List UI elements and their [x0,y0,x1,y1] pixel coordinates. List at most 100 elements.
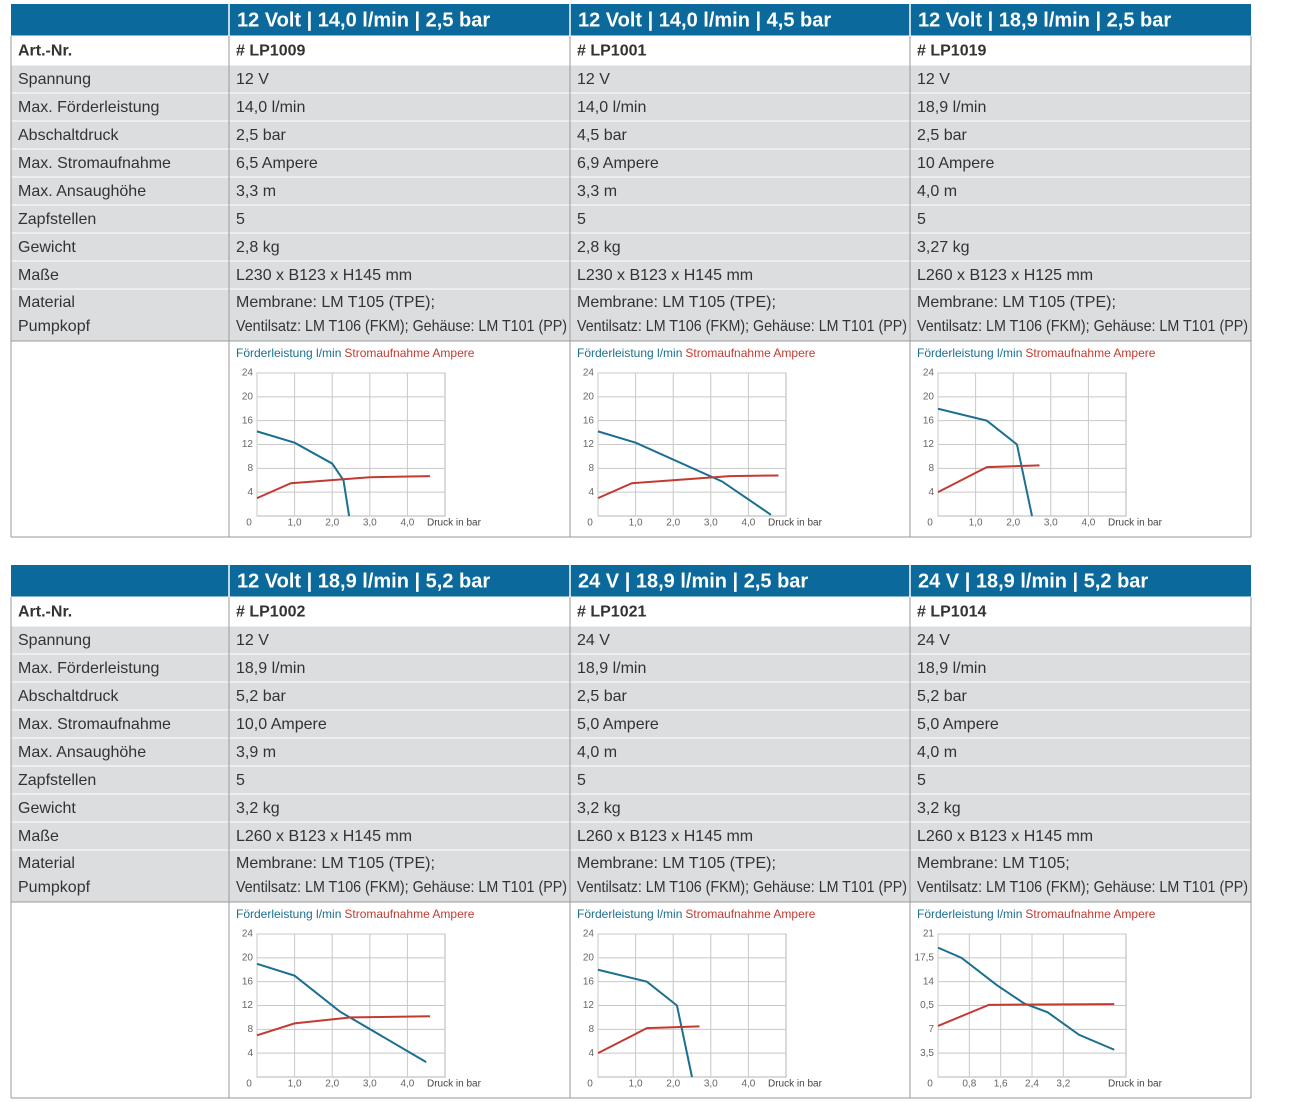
series-line [597,1025,700,1055]
cell-text: 18,9 l/min [236,660,305,677]
row-bg [10,821,1252,851]
cell-text: Membrane: LM T105 (TPE); [236,294,435,311]
legend-label: Förderleistung l/min [577,346,682,360]
legend-label: Förderleistung l/min [236,907,341,921]
column-header: 12 Volt | 14,0 l/min | 4,5 bar [578,9,831,31]
y-tick-label: 8 [247,1024,253,1035]
row-label: Spannung [18,632,91,649]
row-label: Max. Stromaufnahme [18,155,171,172]
cell-text: Membrane: LM T105 (TPE); [917,294,1116,311]
y-tick-label: 12 [242,1000,254,1011]
y-tick-label: 20 [242,952,254,963]
y-tick-label: 8 [588,1024,594,1035]
y-tick-label: 0,5 [920,1000,934,1011]
row-label: Pumpkopf [18,318,91,335]
cell-text: Ventilsatz: LM T106 (FKM); Gehäuse: LM T… [236,879,567,896]
x-axis-label: Druck in bar [1108,518,1163,529]
x-tick-label: 4,0 [741,1079,755,1090]
x-tick-label: 4,0 [1081,518,1095,529]
row-label: Abschaltdruck [18,127,119,144]
cell-text: 3,3 m [577,183,617,200]
y-tick-label: 24 [923,368,935,379]
series-line [597,474,779,500]
series-line [597,968,693,1078]
y-tick-label: 4 [588,487,594,498]
row-label: Pumpkopf [18,879,91,896]
x-tick-label: 3,0 [1044,518,1058,529]
y-tick-label: 16 [242,415,254,426]
series-line [597,430,772,516]
row-label: Gewicht [18,800,76,817]
cell-text: 10 Ampere [917,155,994,172]
chart-row-bg [11,341,1251,537]
cell-text: 18,9 l/min [917,99,986,116]
cell-text: 18,9 l/min [577,660,646,677]
row-bg [10,204,1252,234]
cell-text: 5,2 bar [236,688,286,705]
cell-text: Membrane: LM T105 (TPE); [236,855,435,872]
y-tick-label: 20 [923,391,935,402]
row-label: Art.-Nr. [18,604,72,621]
x-axis-label: Druck in bar [768,1079,823,1090]
x-tick-label: 3,0 [704,1079,718,1090]
cell-text: 5,0 Ampere [917,716,999,733]
row-label: Max. Stromaufnahme [18,716,171,733]
x-tick-label: 1,0 [288,1079,302,1090]
y-tick-label: 12 [583,439,595,450]
y-tick-label: 16 [923,415,935,426]
row-label: Max. Ansaughöhe [18,183,146,200]
cell-text: 3,2 kg [236,800,280,817]
x-axis-label: Druck in bar [427,1079,482,1090]
legend-label: Stromaufnahme Ampere [685,907,815,921]
x-tick-label: 0,8 [962,1079,976,1090]
y-tick-label: 4 [928,487,934,498]
cell-text: 5,2 bar [917,688,967,705]
row-label: Zapfstellen [18,211,96,228]
row-label: Max. Förderleistung [18,99,159,116]
y-tick-label: 20 [583,952,595,963]
series-line [256,475,430,500]
legend-label: Förderleistung l/min [917,346,1022,360]
cell-text: 12 V [917,71,950,88]
x-tick-label: 4,0 [400,1079,414,1090]
row-bg [10,64,1252,94]
cell-text: Ventilsatz: LM T106 (FKM); Gehäuse: LM T… [236,318,567,335]
series-line [256,962,427,1063]
cell-text: Ventilsatz: LM T106 (FKM); Gehäuse: LM T… [917,879,1248,896]
cell-text: 3,2 kg [577,800,621,817]
row-label: Abschaltdruck [18,688,119,705]
row-label: Zapfstellen [18,772,96,789]
y-tick-label: 12 [923,439,935,450]
x-tick-label: 3,0 [363,518,377,529]
cell-text: L230 x B123 x H145 mm [236,267,412,284]
column-header: 12 Volt | 14,0 l/min | 2,5 bar [237,9,490,31]
x-tick-label: 1,0 [288,518,302,529]
header-bar [11,4,1251,36]
cell-text: L260 x B123 x H125 mm [917,267,1093,284]
legend-label: Stromaufnahme Ampere [685,346,815,360]
row-label: Art.-Nr. [18,43,72,60]
cell-text: 18,9 l/min [917,660,986,677]
x-tick-label: 2,4 [1025,1079,1039,1090]
row-bg [10,260,1252,290]
row-bg [10,176,1252,206]
row-label: Spannung [18,71,91,88]
x-tick-label: 2,0 [325,1079,339,1090]
row-bg [10,737,1252,767]
row-bg [10,653,1252,683]
column-header: 12 Volt | 18,9 l/min | 2,5 bar [918,9,1171,31]
series-line [256,430,351,517]
cell-text: # LP1019 [917,43,986,60]
cell-text: 5 [236,211,245,228]
cell-text: 2,8 kg [577,239,621,256]
y-tick-label: 16 [242,976,254,987]
y-tick-label: 8 [588,463,594,474]
cell-text: 4,0 m [917,744,957,761]
x-tick-label: 4,0 [400,518,414,529]
cell-text: Ventilsatz: LM T106 (FKM); Gehäuse: LM T… [577,318,907,335]
cell-text: # LP1009 [236,43,305,60]
x-tick-label: 4,0 [741,518,755,529]
x-tick-label: 3,0 [363,1079,377,1090]
y-tick-label: 24 [242,929,254,940]
